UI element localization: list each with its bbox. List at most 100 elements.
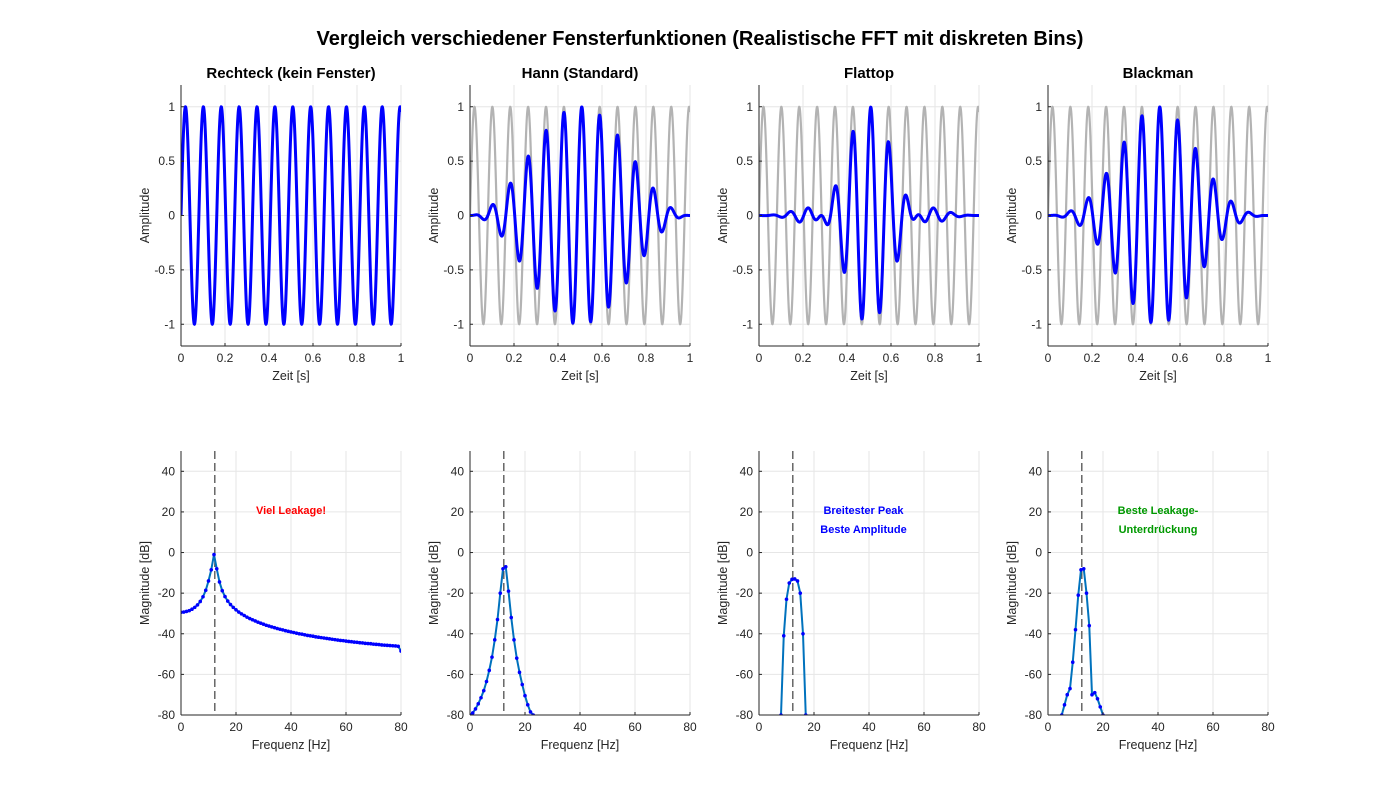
x-tick-label: 0.2 [1084,351,1101,365]
y-axis-label: Magnitude [dB] [716,541,730,625]
spectrum-bin-marker [399,649,401,653]
spectrum-bin-marker [498,591,503,595]
spectrum-bin-marker [495,617,500,622]
x-tick-label: 80 [683,720,697,734]
spectrum-bin-marker [377,642,381,647]
spectrum-bin-marker [203,588,208,593]
spectrum-bin-marker [801,631,805,636]
x-tick-label: 1 [976,351,983,365]
spectrum-bin-marker [366,641,370,646]
spectrum-bin-marker [1090,692,1094,697]
y-tick-label: -1 [453,317,464,331]
spectrum-bin-marker [487,668,492,673]
spectrum-bin-marker [291,630,296,635]
y-tick-label: 0 [168,546,175,560]
y-tick-label: -20 [447,586,465,600]
x-tick-label: 80 [1261,720,1275,734]
x-tick-label: 0.2 [217,351,234,365]
spectrum-bin-marker [506,589,511,593]
spectrum-bin-marker [388,643,392,648]
windowed-signal-line [470,105,690,325]
x-tick-label: 60 [1206,720,1220,734]
y-tick-label: 40 [162,464,176,478]
x-tick-label: 80 [972,720,986,734]
y-tick-label: -40 [1025,627,1043,641]
time-domain-panel-rect: 0 0.2 0.4 0.6 0.8 1 -1 -0.5 0 0.5 1 Zeit [s] Amplitu… [138,65,405,383]
spectrum-bin-marker [396,644,401,649]
spectrum-bin-marker [247,616,252,621]
panel-title: Rechteck (kein Fenster) [206,65,375,82]
x-tick-label: 80 [394,720,408,734]
spectrum-bin-marker [324,636,329,641]
annotation-text: Unterdrückung [1119,524,1198,536]
spectrum-bin-marker [492,638,497,642]
spectrum-bin-marker [352,640,357,644]
spectrum-bin-marker [1062,703,1067,707]
spectrum-bin-marker [357,640,362,645]
spectrum-bin-marker [792,577,797,581]
spectrum-bin-marker [371,642,376,646]
spectrum-bin-marker [1081,566,1086,571]
spectrum-bin-marker [278,627,282,632]
x-axis-label: Frequenz [Hz] [830,738,909,752]
panel-title: Blackman [1123,65,1194,82]
y-axis-label: Magnitude [dB] [138,541,152,625]
spectrum-bin-marker [250,617,255,622]
x-tick-label: 60 [917,720,931,734]
plot-area [779,451,808,715]
y-tick-label: -20 [736,586,754,600]
spectrum-bin-marker [528,710,533,714]
x-tick-label: 0 [467,720,474,734]
spectrum-bin-marker [520,682,525,687]
x-tick-label: 0.2 [506,351,523,365]
x-axis-label: Zeit [s] [1139,369,1177,383]
spectrum-bin-marker [1068,686,1072,691]
y-tick-label: 40 [451,464,465,478]
y-axis-label: Magnitude [dB] [427,541,441,625]
x-tick-label: 40 [1151,720,1165,734]
y-tick-label: 0 [457,209,464,223]
spectrum-bin-marker [305,633,310,638]
y-tick-label: -80 [1025,708,1043,722]
y-axis-label: Amplitude [427,188,441,244]
x-tick-label: 0.6 [1172,351,1189,365]
spectrum-bin-marker [258,621,263,626]
spectrum-bin-marker [333,637,337,642]
spectrum-bin-marker [206,579,211,583]
spectrum-panel-rect: Viel Leakage! 0 20 40 60 80 -80 -60 -40 -20 0 20 40 F… [138,451,408,752]
spectrum-bin-marker [294,631,299,635]
y-axis-label: Magnitude [dB] [1005,541,1019,625]
spectrum-bin-marker [253,619,258,623]
y-tick-label: -0.5 [443,263,464,277]
spectrum-bin-marker [790,577,794,582]
spectrum-bin-marker [514,656,519,660]
x-tick-label: 40 [573,720,587,734]
spectrum-bin-marker [228,602,233,607]
spectrum-bin-marker [264,623,269,628]
y-tick-label: 0 [457,546,464,560]
y-tick-label: 0 [1035,209,1042,223]
spectrum-bin-marker [198,599,203,604]
spectrum-bin-marker [231,605,236,610]
plot-area [759,105,979,326]
y-tick-label: -0.5 [1021,263,1042,277]
spectrum-bin-marker [327,637,332,641]
plot-area [1048,105,1268,326]
windowed-signal-line [759,105,979,321]
spectrum-bin-marker [1084,591,1089,595]
spectrum-bin-marker [184,609,189,614]
y-tick-label: 0 [746,209,753,223]
spectrum-bin-marker [385,643,390,648]
annotation-text: Viel Leakage! [256,505,326,517]
y-tick-label: 1 [1035,100,1042,114]
x-tick-label: 60 [628,720,642,734]
spectrum-bin-marker [473,707,478,711]
spectrum-bin-marker [523,693,527,698]
y-tick-label: -0.5 [732,263,753,277]
x-tick-label: 0 [1045,351,1052,365]
spectrum-bin-marker [470,711,475,715]
spectrum-bin-marker [517,670,522,675]
spectrum-bin-marker [297,631,302,636]
spectrum-panel-hann: 0 20 40 60 80 -80 -60 -40 -20 0 20 40 Frequenz [Hz] M… [427,451,697,752]
spectrum-bin-marker [490,655,494,659]
